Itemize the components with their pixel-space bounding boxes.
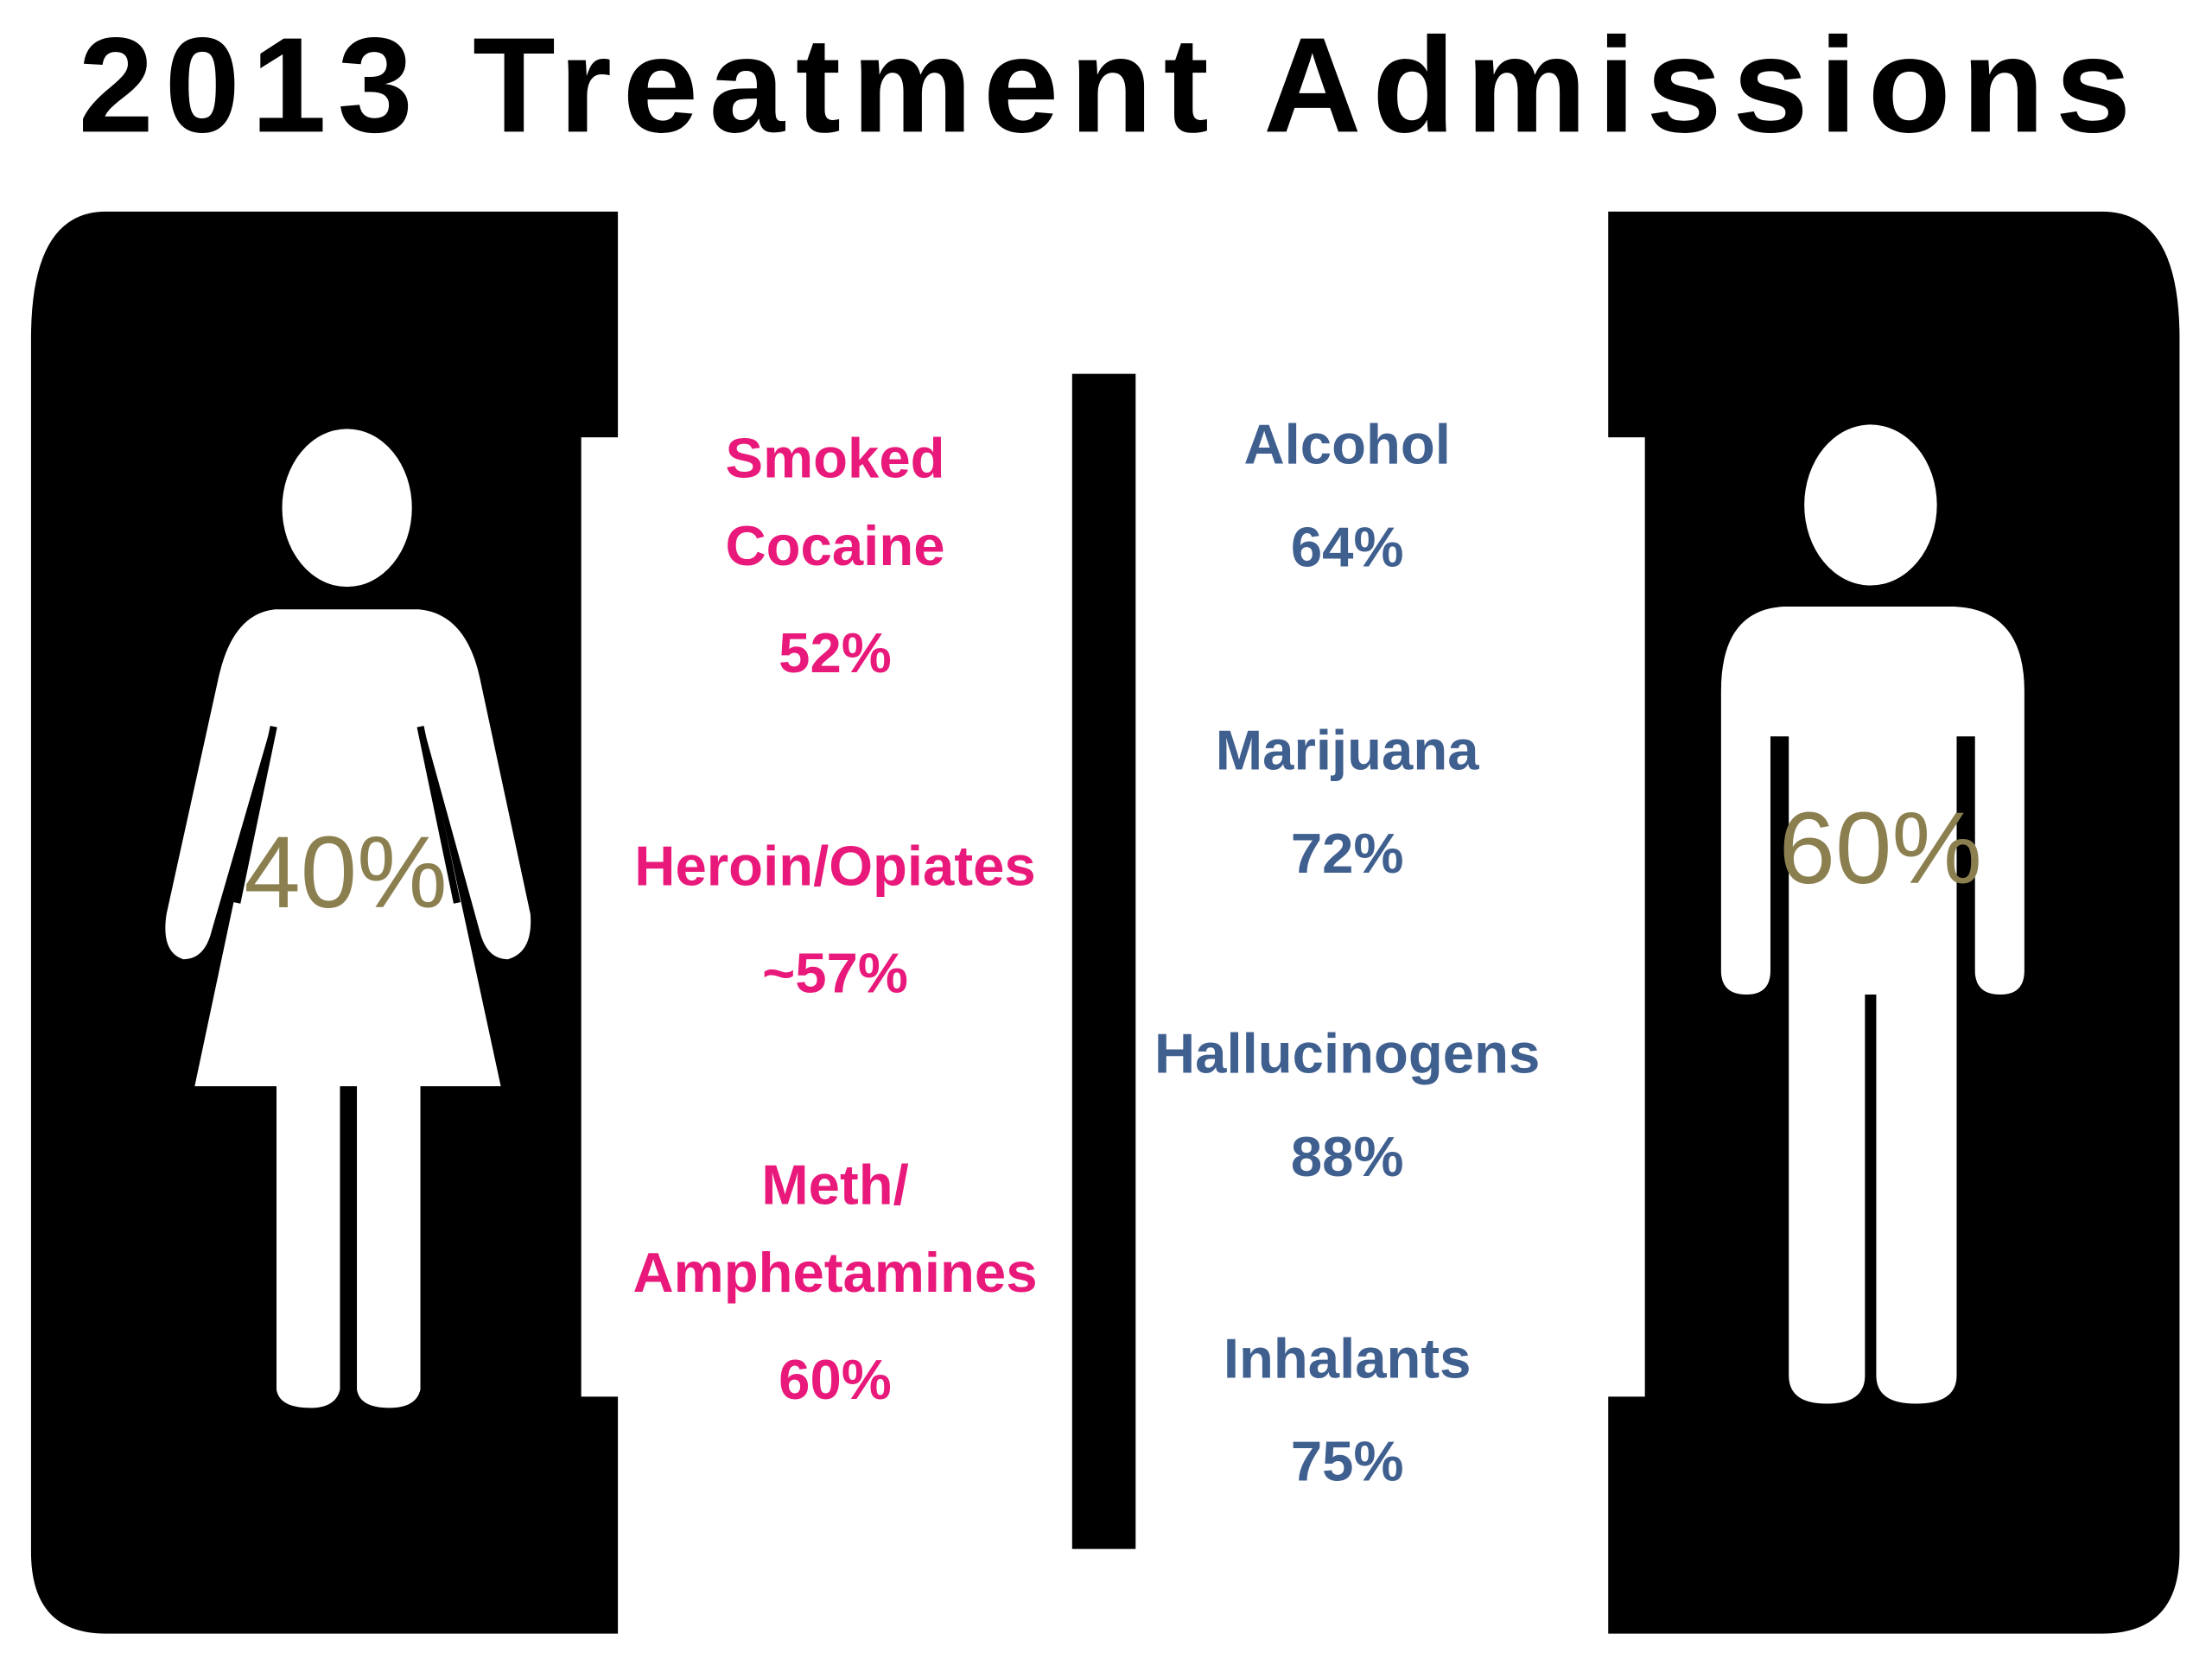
- men-label: Marijuana: [1216, 719, 1479, 782]
- woman-icon: [165, 429, 531, 1408]
- women-label: Smoked: [726, 427, 945, 490]
- men-label: Inhalants: [1224, 1326, 1471, 1389]
- women-value: 52%: [779, 621, 892, 684]
- man-head: [1804, 424, 1937, 586]
- women-percent: 40%: [244, 816, 447, 929]
- women-label: Heroin/Opiates: [634, 835, 1035, 898]
- woman-arm-gap: [416, 725, 461, 904]
- man-body: [1720, 607, 2024, 1404]
- divider: [1071, 373, 1136, 1549]
- men-value: 75%: [1291, 1430, 1404, 1493]
- woman-arm-gap: [233, 725, 277, 904]
- women-label: Amphetamines: [632, 1241, 1037, 1304]
- men-label: Alcohol: [1243, 412, 1450, 475]
- title: 2013 Treatment Admissions: [79, 10, 2132, 161]
- men-label: Hallucinogens: [1154, 1022, 1540, 1085]
- men-percent: 60%: [1779, 791, 1982, 905]
- women-label: Cocaine: [726, 514, 945, 577]
- women-label: Meth/: [761, 1154, 908, 1217]
- men-value: 64%: [1291, 516, 1404, 579]
- women-value: ~57%: [762, 942, 908, 1005]
- woman-head: [282, 429, 412, 588]
- man-icon: [1720, 424, 2024, 1404]
- women-value: 60%: [779, 1348, 892, 1411]
- men-value: 72%: [1291, 822, 1404, 885]
- men-value: 88%: [1291, 1125, 1404, 1188]
